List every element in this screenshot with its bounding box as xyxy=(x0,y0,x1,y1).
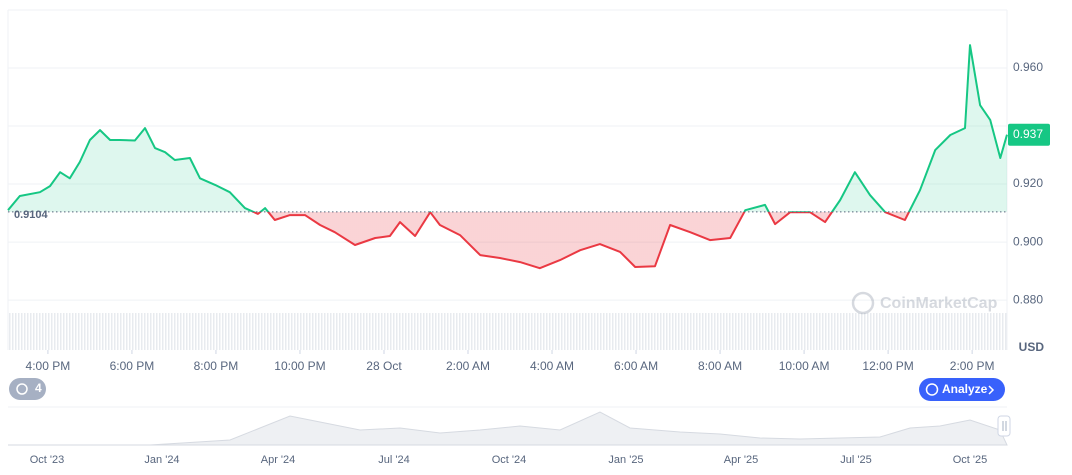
x-tick-label: 8:00 PM xyxy=(194,359,239,373)
x-tick-label: 4:00 AM xyxy=(530,359,574,373)
analyze-label: Analyze xyxy=(942,382,988,396)
y-tick-label: 0.920 xyxy=(1013,176,1043,190)
x-tick-label: 28 Oct xyxy=(366,359,402,373)
x-tick-label: 6:00 PM xyxy=(110,359,155,373)
watermark: CoinMarketCap xyxy=(851,291,998,315)
last-price-badge xyxy=(1008,123,1050,146)
x-tick-label: 2:00 PM xyxy=(950,359,995,373)
x-tick-label: 10:00 PM xyxy=(274,359,325,373)
price-line xyxy=(7,44,1008,270)
navigator-label: Apr '24 xyxy=(261,454,296,466)
x-tick-label: 10:00 AM xyxy=(779,359,830,373)
navigator-label: Jul '25 xyxy=(840,454,871,466)
watermark-text: CoinMarketCap xyxy=(880,295,998,312)
navigator-label: Oct '25 xyxy=(953,454,988,466)
navigator-label: Apr '25 xyxy=(724,454,759,466)
baseline-label: 0.9104 xyxy=(14,209,49,221)
navigator-label: Oct '23 xyxy=(30,454,65,466)
navigator-label: Jul '24 xyxy=(378,454,409,466)
analyze-button[interactable]: Analyze xyxy=(919,378,1005,401)
area xyxy=(8,45,1007,269)
navigator-label: Jan '25 xyxy=(608,454,643,466)
volume-bars xyxy=(8,313,1007,350)
history-count: 4 xyxy=(35,381,42,395)
navigator-labels: Oct '23 Jan '24 Apr '24 Jul '24 Oct '24 Jan '… xyxy=(30,454,988,466)
x-tick-label: 8:00 AM xyxy=(698,359,742,373)
x-tick-label: 4:00 PM xyxy=(26,359,71,373)
x-tick-label: 2:00 AM xyxy=(446,359,490,373)
navigator-label: Oct '24 xyxy=(492,454,527,466)
x-tick-label: 6:00 AM xyxy=(614,359,658,373)
last-price-label: 0.937 xyxy=(1013,127,1043,141)
navigator[interactable] xyxy=(8,406,1011,446)
y-tick-label: 0.880 xyxy=(1013,292,1043,306)
y-tick-label: 0.960 xyxy=(1013,60,1043,74)
history-chip[interactable]: 4 xyxy=(9,378,46,400)
x-tick-label: 12:00 PM xyxy=(862,359,913,373)
navigator-label: Jan '24 xyxy=(144,454,179,466)
plot xyxy=(7,44,1008,354)
y-tick-label: 0.900 xyxy=(1013,234,1043,248)
y-unit: USD xyxy=(1019,340,1045,354)
